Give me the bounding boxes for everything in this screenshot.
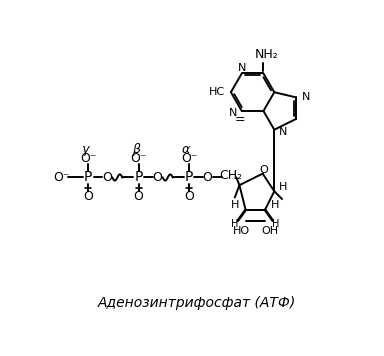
Text: HO: HO — [232, 226, 250, 236]
Text: =: = — [235, 113, 245, 126]
Text: O: O — [184, 190, 194, 203]
Text: O: O — [203, 171, 213, 184]
Text: N: N — [238, 63, 246, 73]
Text: HC: HC — [209, 87, 225, 97]
Text: N: N — [229, 108, 237, 118]
Text: O: O — [134, 190, 144, 203]
Text: O: O — [259, 165, 268, 175]
Text: α: α — [182, 143, 190, 156]
Text: N: N — [301, 93, 310, 103]
Text: P: P — [185, 171, 193, 184]
Text: O: O — [83, 190, 93, 203]
Text: N: N — [279, 127, 287, 137]
Text: OH: OH — [261, 226, 278, 236]
Text: Аденозинтрифосфат (АТФ): Аденозинтрифосфат (АТФ) — [98, 296, 296, 310]
Text: H: H — [279, 182, 287, 192]
Text: H: H — [272, 219, 280, 229]
Text: O⁻: O⁻ — [54, 171, 70, 184]
Text: NH₂: NH₂ — [255, 48, 278, 61]
Text: CH₂: CH₂ — [219, 169, 242, 182]
Text: H: H — [232, 200, 240, 210]
Text: O⁻: O⁻ — [80, 152, 96, 166]
Text: O: O — [102, 171, 112, 184]
Text: P: P — [84, 171, 93, 184]
Text: O: O — [152, 171, 162, 184]
Text: H: H — [271, 200, 279, 210]
Text: O⁻: O⁻ — [131, 152, 147, 166]
Text: γ: γ — [81, 143, 89, 156]
Text: H: H — [231, 219, 238, 229]
Text: P: P — [134, 171, 143, 184]
Text: O⁻: O⁻ — [181, 152, 197, 166]
Text: β: β — [132, 143, 139, 156]
